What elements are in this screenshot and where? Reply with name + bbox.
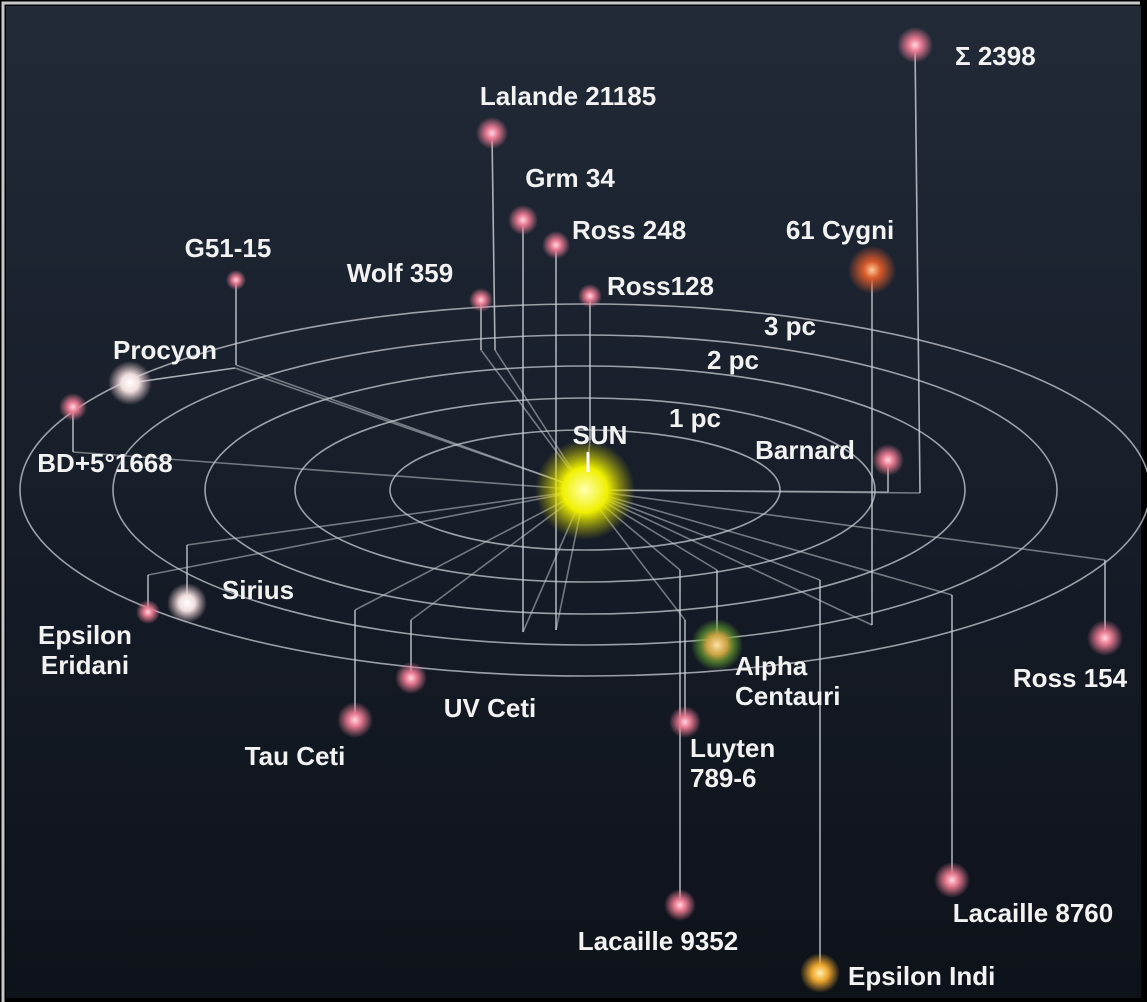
star	[934, 862, 970, 898]
star	[136, 600, 160, 624]
star-label: Epsilon	[38, 620, 132, 650]
spoke	[147, 489, 586, 576]
star-label: Lacaille 9352	[578, 926, 738, 956]
star	[508, 205, 538, 235]
star-label: Ross 154	[1013, 663, 1128, 693]
star	[226, 270, 246, 290]
star	[542, 231, 570, 259]
star-label: Centauri	[735, 681, 840, 711]
star-label: SUN	[573, 420, 628, 450]
ring	[294, 397, 876, 583]
star	[469, 288, 493, 312]
star	[59, 393, 87, 421]
ring-label: 1 pc	[669, 403, 721, 433]
star	[535, 440, 635, 540]
star-label: Luyten	[690, 733, 775, 763]
star-label: Eridani	[41, 650, 129, 680]
ring	[112, 334, 1058, 646]
spoke	[584, 489, 1106, 561]
star-label: 61 Cygni	[786, 215, 894, 245]
ring	[204, 365, 966, 615]
star	[108, 361, 152, 405]
star-label: G51-15	[185, 233, 272, 263]
star-label: Sirius	[222, 575, 294, 605]
star-label: Lacaille 8760	[953, 898, 1113, 928]
star	[395, 662, 427, 694]
star-label: Ross 248	[572, 215, 686, 245]
star	[167, 583, 207, 623]
star-label: Σ 2398	[955, 41, 1036, 71]
spoke	[584, 489, 953, 596]
spoke	[584, 489, 873, 626]
star-label: Tau Ceti	[245, 741, 346, 771]
spoke	[72, 451, 586, 491]
star	[578, 284, 602, 308]
star	[897, 27, 933, 63]
star	[669, 706, 701, 738]
star	[337, 702, 373, 738]
drop-line	[491, 132, 496, 351]
star-label: Barnard	[755, 435, 855, 465]
star-label: Epsilon Indi	[848, 961, 995, 991]
spoke	[186, 489, 586, 546]
drop-line	[914, 44, 921, 494]
star	[848, 246, 896, 294]
spoke	[584, 489, 889, 493]
star-label: BD+5°1668	[37, 448, 172, 478]
star-label: Ross128	[607, 271, 714, 301]
star-label: Wolf 359	[347, 258, 453, 288]
star-label: 789-6	[690, 763, 757, 793]
ring-label: 2 pc	[707, 345, 759, 375]
star-label: UV Ceti	[444, 693, 536, 723]
spoke	[234, 367, 586, 491]
stars	[59, 27, 1123, 993]
star	[664, 889, 696, 921]
labels: Σ 2398 Lalande 21185 Grm 34 Ross 248 61 Cygn…	[37, 41, 1127, 991]
star-label: Lalande 21185	[480, 81, 656, 111]
star-label: Alpha	[735, 651, 808, 681]
star	[800, 953, 840, 993]
star	[476, 117, 508, 149]
star-label: Grm 34	[525, 163, 615, 193]
star	[1087, 620, 1123, 656]
star-label: Procyon	[113, 335, 217, 365]
star	[691, 619, 743, 671]
star	[872, 444, 904, 476]
ring-label: 3 pc	[764, 311, 816, 341]
ring	[389, 429, 781, 551]
